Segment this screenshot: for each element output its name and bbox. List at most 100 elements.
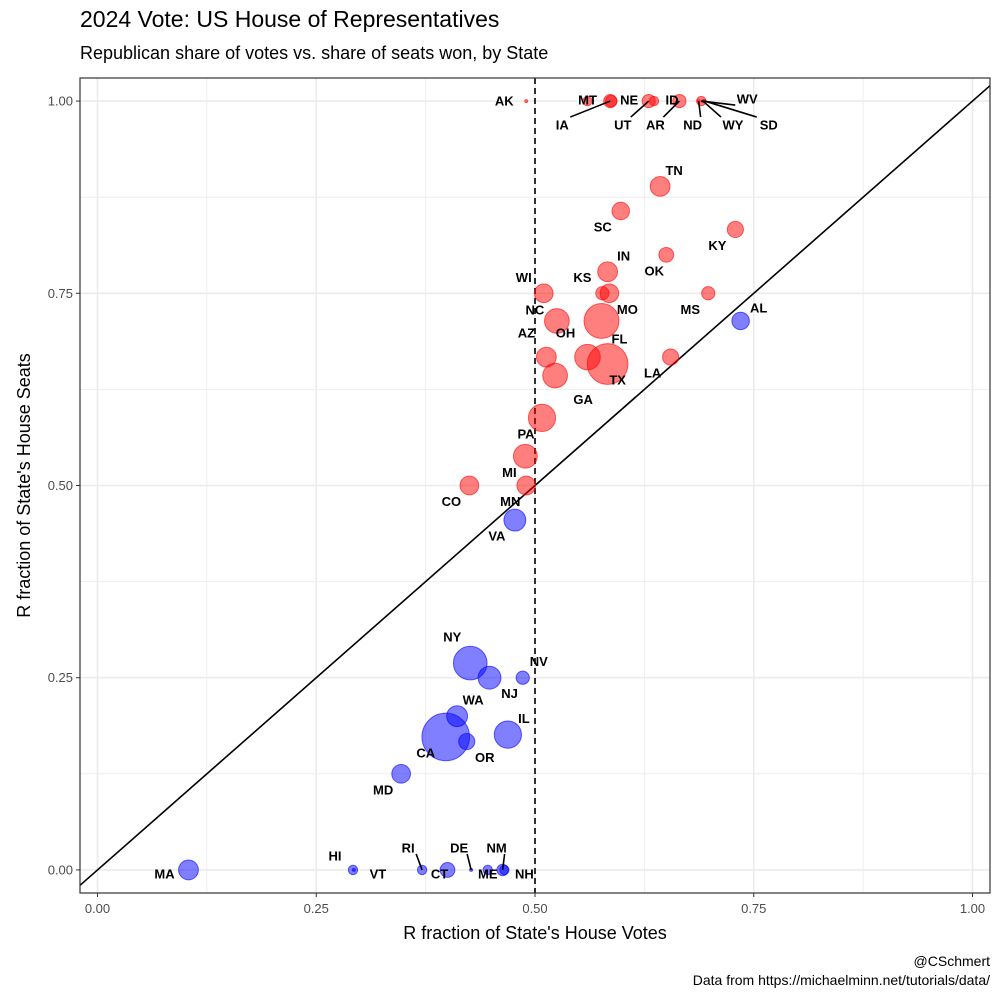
label-wa: WA [463, 693, 485, 708]
y-tick-label: 0.75 [48, 286, 73, 301]
point-nv [515, 670, 530, 685]
y-tick-label: 0.50 [48, 478, 73, 493]
point-oh [574, 343, 601, 371]
y-tick-label: 0.00 [48, 862, 73, 877]
point-vt [351, 867, 356, 872]
point-ak [524, 99, 529, 104]
y-tick-label: 1.00 [48, 94, 73, 109]
label-nj: NJ [501, 686, 518, 701]
label-la: LA [644, 366, 662, 381]
label-ut: UT [614, 118, 631, 133]
label-ia: IA [556, 118, 570, 133]
label-ky: KY [708, 238, 726, 253]
label-nd: ND [683, 118, 702, 133]
label-ma: MA [154, 866, 175, 881]
y-tick-label: 0.25 [48, 670, 73, 685]
point-in [597, 261, 619, 283]
x-tick-label: 0.25 [304, 901, 329, 916]
point-ks [595, 286, 610, 301]
point-mi [512, 443, 538, 469]
label-pa: PA [517, 426, 535, 441]
point-nh [499, 864, 510, 876]
label-sc: SC [594, 220, 613, 235]
point-md [391, 763, 411, 784]
point-nc [544, 308, 570, 334]
point-va [503, 508, 527, 532]
y-axis-title: R fraction of State's House Seats [14, 353, 34, 618]
point-ky [726, 220, 744, 239]
label-ne: NE [620, 93, 638, 108]
label-leaders [415, 100, 757, 871]
label-wi: WI [516, 270, 532, 285]
x-axis-ticks: 0.00 0.25 0.50 0.75 1.00 [85, 893, 985, 916]
data-points [178, 93, 750, 881]
label-wy: WY [723, 118, 744, 133]
leader-de [466, 853, 472, 871]
point-al [731, 311, 750, 331]
y-axis-ticks: 0.00 0.25 0.50 0.75 1.00 [48, 94, 80, 877]
point-pa [527, 403, 557, 432]
point-ct [439, 862, 456, 878]
point-az [535, 346, 557, 368]
label-ga: GA [573, 392, 593, 407]
point-nj [477, 665, 502, 690]
x-tick-label: 0.50 [522, 901, 547, 916]
label-oh: OH [556, 326, 576, 341]
point-id [648, 95, 660, 107]
label-mt: MT [578, 93, 597, 108]
label-sd: SD [760, 118, 778, 133]
leader-ut [630, 100, 650, 118]
label-ok: OK [645, 263, 665, 278]
point-la [662, 348, 680, 366]
label-nh: NH [515, 866, 534, 881]
point-co [459, 475, 480, 496]
point-ny [452, 645, 488, 681]
label-nm: NM [487, 840, 507, 855]
leader-sd [704, 100, 757, 118]
point-ga [542, 362, 568, 389]
leader-nd [697, 100, 702, 118]
leader-nm [501, 853, 506, 871]
point-il [493, 720, 522, 749]
leader-ri [415, 853, 423, 871]
label-va: VA [488, 529, 506, 544]
point-ma [178, 859, 199, 881]
chart-title: 2024 Vote: US House of Representatives [80, 6, 500, 32]
label-nv: NV [530, 654, 548, 669]
point-ne [604, 94, 618, 108]
caption-source: Data from https://michaelminn.net/tutori… [692, 972, 990, 988]
leader-ia [569, 100, 611, 118]
point-ms [701, 286, 716, 301]
point-sc [611, 201, 630, 221]
caption-author: @CSchmert [913, 953, 990, 969]
x-tick-label: 0.75 [741, 901, 766, 916]
point-wi [533, 283, 554, 304]
label-id: ID [666, 93, 679, 108]
point-mn [516, 475, 537, 496]
x-tick-label: 0.00 [85, 901, 110, 916]
point-ok [658, 246, 675, 263]
label-tx: TX [609, 373, 626, 388]
label-mi: MI [502, 465, 516, 480]
chart-subtitle: Republican share of votes vs. share of s… [80, 43, 549, 63]
label-me: ME [478, 866, 498, 881]
point-or [458, 732, 476, 751]
label-tn: TN [665, 163, 682, 178]
label-nc: NC [525, 302, 544, 317]
x-tick-label: 1.00 [960, 901, 985, 916]
label-or: OR [475, 750, 495, 765]
point-wa [446, 705, 469, 728]
label-ny: NY [443, 630, 461, 645]
label-vt: VT [370, 866, 387, 881]
label-ri: RI [402, 840, 415, 855]
label-ct: CT [431, 866, 448, 881]
label-co: CO [442, 494, 462, 509]
label-ks: KS [573, 270, 591, 285]
point-tn [649, 176, 671, 197]
point-fl [583, 303, 620, 339]
label-al: AL [750, 300, 767, 315]
label-md: MD [373, 782, 393, 797]
leader-ar [662, 100, 680, 118]
